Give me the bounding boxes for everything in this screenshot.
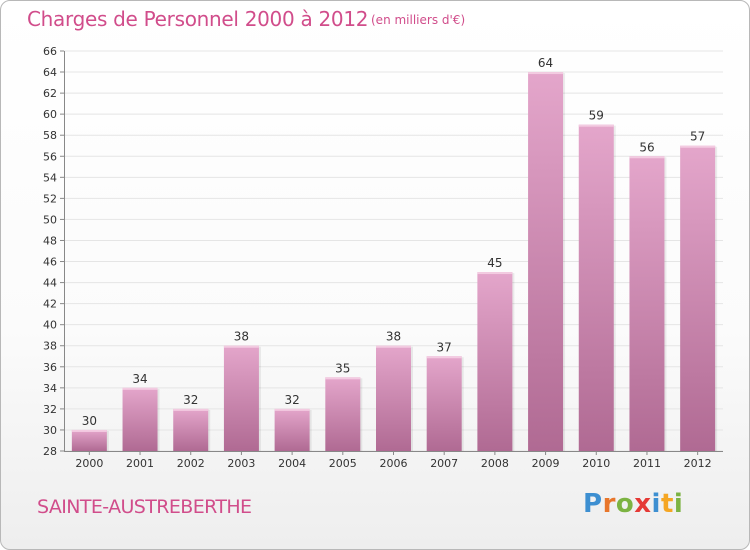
data-label: 38 xyxy=(386,330,401,344)
bar-2011 xyxy=(629,156,665,451)
y-tick-label: 28 xyxy=(43,445,57,458)
x-tick-label: 2012 xyxy=(684,457,712,470)
y-tick-label: 48 xyxy=(43,234,57,247)
y-tick-label: 52 xyxy=(43,192,57,205)
bar-top-highlight xyxy=(274,408,310,411)
x-tick-label: 2007 xyxy=(430,457,458,470)
bars xyxy=(71,72,718,452)
logo-letter: i xyxy=(651,489,661,519)
bar-top-highlight xyxy=(173,408,209,411)
logo-letter: r xyxy=(602,489,616,519)
y-tick-label: 38 xyxy=(43,340,57,353)
y-tick-label: 56 xyxy=(43,150,57,163)
bar-top-highlight xyxy=(629,156,665,159)
data-label: 38 xyxy=(234,330,249,344)
bar-2002 xyxy=(173,408,209,451)
bar-2012 xyxy=(680,145,716,451)
bar-2001 xyxy=(122,387,158,451)
data-label: 35 xyxy=(335,361,350,375)
y-tick-label: 44 xyxy=(43,277,57,290)
logo-letter: i xyxy=(673,489,684,519)
x-tick-label: 2011 xyxy=(633,457,661,470)
logo-letter: x xyxy=(634,489,652,519)
x-tick-label: 2004 xyxy=(278,457,306,470)
x-axis-ticks: 2000 2001 2002 2003 2004 2005 2006 2007 2008 2009… xyxy=(75,451,712,470)
bar-top-highlight xyxy=(477,272,513,275)
x-tick-label: 2003 xyxy=(227,457,255,470)
data-label: 45 xyxy=(487,256,502,270)
bar-2005 xyxy=(325,377,361,451)
bar-top-highlight xyxy=(426,356,462,359)
bar-2009 xyxy=(528,72,564,451)
data-label: 56 xyxy=(639,140,654,154)
bar-2006 xyxy=(376,345,411,451)
commune-name: SAINTE-AUSTREBERTHE xyxy=(37,496,252,518)
y-tick-label: 36 xyxy=(43,361,57,374)
data-label: 59 xyxy=(589,109,604,123)
bar-top-highlight xyxy=(71,429,107,432)
y-tick-label: 64 xyxy=(43,66,57,79)
bar-top-highlight xyxy=(223,345,259,348)
y-tick-label: 40 xyxy=(43,319,57,332)
y-tick-label: 50 xyxy=(43,213,57,226)
data-label: 64 xyxy=(538,56,553,70)
y-tick-label: 42 xyxy=(43,298,57,311)
bar-top-highlight xyxy=(376,345,411,348)
bar-2000 xyxy=(71,429,107,451)
data-label: 57 xyxy=(690,130,705,144)
x-tick-label: 2001 xyxy=(126,457,154,470)
x-tick-label: 2000 xyxy=(75,457,103,470)
proxiti-logo: Proxiti xyxy=(583,489,683,519)
y-tick-label: 32 xyxy=(43,403,57,416)
data-label: 37 xyxy=(437,340,452,354)
y-tick-label: 60 xyxy=(43,108,57,121)
y-tick-label: 66 xyxy=(43,45,57,58)
data-label: 32 xyxy=(183,393,198,407)
chart-title: Charges de Personnel 2000 à 2012 xyxy=(27,7,369,31)
y-tick-label: 46 xyxy=(43,256,57,269)
bar-2003 xyxy=(223,345,259,451)
x-tick-label: 2008 xyxy=(481,457,509,470)
y-tick-label: 30 xyxy=(43,424,57,437)
y-tick-label: 54 xyxy=(43,171,57,184)
logo-letter: t xyxy=(660,489,674,519)
bar-top-highlight xyxy=(680,145,716,148)
x-tick-label: 2006 xyxy=(380,457,408,470)
bar-2007 xyxy=(426,356,462,451)
bar-2004 xyxy=(274,408,310,451)
x-tick-label: 2005 xyxy=(329,457,357,470)
data-label: 30 xyxy=(82,414,97,428)
bar-2008 xyxy=(477,272,513,451)
x-tick-label: 2002 xyxy=(177,457,205,470)
x-tick-label: 2009 xyxy=(532,457,560,470)
y-tick-label: 58 xyxy=(43,129,57,142)
data-label: 34 xyxy=(132,372,147,386)
bar-top-highlight xyxy=(325,377,361,380)
data-labels: 30 34 32 38 32 35 38 37 45 64 59 56 57 xyxy=(82,56,706,428)
y-tick-label: 62 xyxy=(43,87,57,100)
y-tick-label: 34 xyxy=(43,382,57,395)
logo-letter: o xyxy=(615,489,635,519)
chart-subtitle: (en milliers d'€) xyxy=(371,13,466,27)
y-axis-ticks: 28 30 32 34 36 38 40 42 44 46 48 50 52 54 56 58 60 62 64 66 xyxy=(43,45,64,458)
x-tick-label: 2010 xyxy=(582,457,610,470)
logo-letter: P xyxy=(583,489,603,519)
bar-top-highlight xyxy=(578,124,614,127)
bar-2010 xyxy=(578,124,614,452)
bar-top-highlight xyxy=(122,387,158,390)
data-label: 32 xyxy=(284,393,299,407)
bar-top-highlight xyxy=(528,72,564,75)
